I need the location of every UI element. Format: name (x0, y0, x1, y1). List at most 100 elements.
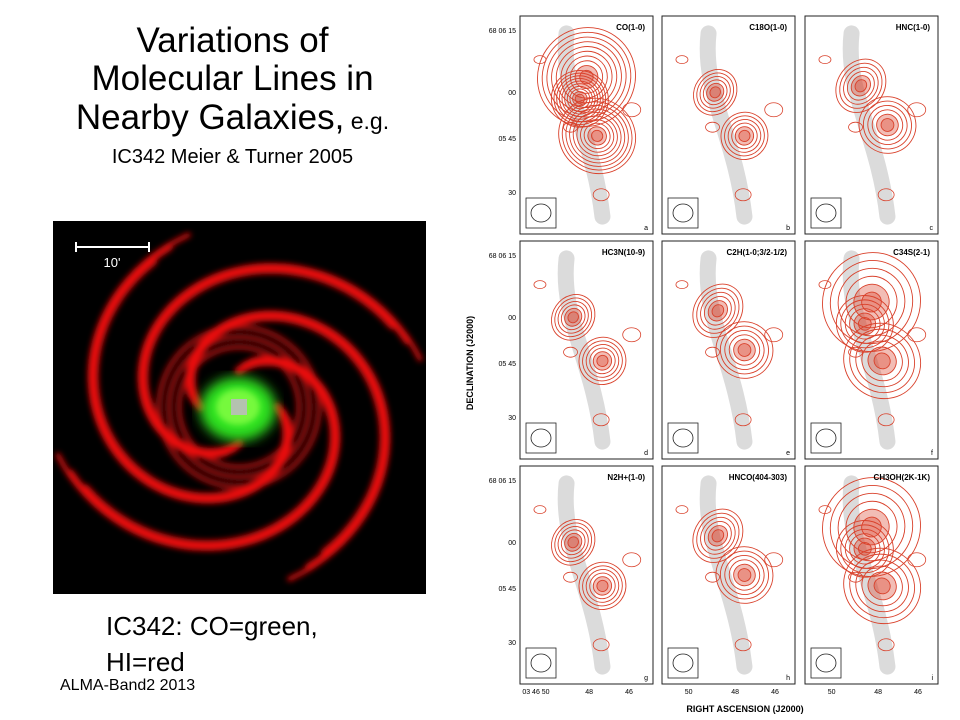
panel-letter: e (786, 450, 790, 457)
contour (867, 571, 897, 601)
beam-box (667, 647, 699, 679)
contour (843, 66, 879, 105)
contour (622, 552, 642, 568)
map-panel-d: HC3N(10-9) d (519, 240, 654, 460)
scale-bar: 10' (75, 242, 150, 270)
contour (738, 129, 751, 142)
contour (907, 327, 927, 343)
ra-tick-label: 50 (828, 689, 836, 696)
contour (835, 295, 894, 353)
beam-box (667, 197, 699, 229)
dec-tick-label: 30 (508, 190, 516, 197)
contour (574, 93, 585, 104)
contour (622, 102, 642, 118)
contour (533, 55, 547, 64)
contour (857, 317, 872, 331)
contour (862, 100, 912, 150)
contour (567, 536, 579, 549)
contour (556, 75, 604, 123)
contour (873, 352, 891, 370)
panel-letter: a (644, 225, 648, 232)
contour (719, 325, 769, 375)
panel-label: HNC(1-0) (896, 23, 931, 32)
title-eg: e.g. (344, 108, 390, 134)
contour (848, 346, 863, 358)
beam-ellipse (815, 428, 837, 448)
contour (837, 492, 906, 562)
contour (563, 571, 578, 583)
map-panel-c: HNC(1-0) c (804, 15, 939, 235)
contour (592, 413, 610, 427)
contour (848, 121, 863, 133)
dec-tick-label: 30 (508, 415, 516, 422)
contour (857, 542, 872, 556)
scale-label: 10' (104, 255, 121, 270)
dec-tick-label: 00 (508, 540, 516, 547)
contour (715, 321, 774, 379)
beam-box (525, 647, 557, 679)
contour (675, 55, 689, 64)
contour (861, 516, 882, 538)
contour (561, 80, 599, 118)
panel-letter: f (931, 450, 933, 457)
contour (734, 188, 752, 202)
contour (822, 477, 921, 577)
contour (849, 553, 915, 619)
dec-tick-label: 30 (508, 640, 516, 647)
beam-box (525, 422, 557, 454)
title-reference: IC342 Meier & Turner 2005 (111, 146, 354, 168)
ra-tick-label: 48 (731, 689, 739, 696)
contour (877, 638, 895, 652)
contour (728, 559, 761, 591)
contour (585, 569, 620, 603)
contour (554, 522, 593, 563)
contour (733, 563, 756, 587)
contour (835, 520, 894, 578)
contour (706, 82, 725, 102)
panel-label: CO(1-0) (616, 23, 645, 32)
contour (567, 311, 579, 324)
beam-ellipse (815, 203, 837, 223)
contour (843, 547, 922, 625)
contour (709, 86, 721, 99)
contour (587, 126, 607, 146)
title-line-2: Molecular Lines in (91, 59, 374, 98)
map-panel-h: HNCO(404-303) h (661, 465, 796, 685)
contour (843, 322, 922, 400)
footer-text: ALMA-Band2 2013 (60, 677, 196, 694)
contour (855, 559, 909, 613)
dec-tick-label: 68 06 15 (489, 478, 516, 485)
beam-box (667, 422, 699, 454)
contour (582, 340, 623, 382)
contour (564, 307, 583, 327)
contour (880, 118, 895, 132)
panel-label: HC3N(10-9) (602, 248, 645, 257)
panel-label: C34S(2-1) (893, 248, 930, 257)
contour (861, 291, 882, 313)
contour (829, 260, 914, 345)
contour (873, 577, 891, 595)
contour (560, 304, 586, 331)
contour (727, 119, 762, 153)
contour (566, 85, 593, 112)
panel-label: N2H+(1-0) (607, 473, 645, 482)
contour (699, 75, 731, 109)
contour (737, 568, 752, 582)
contour (541, 31, 632, 123)
ra-tick-label: 46 (914, 689, 922, 696)
contour (592, 638, 610, 652)
contour (849, 328, 915, 394)
map-panel-g: N2H+(1-0) g (519, 465, 654, 685)
contour (877, 413, 895, 427)
beam-ellipse (530, 653, 552, 673)
contour (840, 524, 890, 574)
dec-tick-label: 00 (508, 90, 516, 97)
contour (564, 83, 596, 115)
contour (907, 102, 927, 118)
ra-tick-label: 03 46 50 (522, 689, 549, 696)
contour (858, 96, 917, 154)
panel-letter: g (644, 675, 648, 682)
contour (596, 354, 609, 367)
panel-frame (519, 15, 654, 235)
contour (578, 336, 627, 385)
